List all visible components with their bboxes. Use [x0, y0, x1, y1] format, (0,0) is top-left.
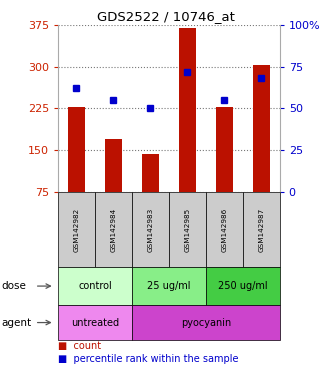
Text: GSM142983: GSM142983	[147, 207, 153, 252]
Text: GSM142987: GSM142987	[258, 207, 264, 252]
Text: GDS2522 / 10746_at: GDS2522 / 10746_at	[97, 10, 234, 23]
Text: GSM142986: GSM142986	[221, 207, 227, 252]
Text: pyocyanin: pyocyanin	[181, 318, 231, 328]
Text: agent: agent	[2, 318, 32, 328]
Bar	[105, 139, 122, 192]
Bar	[179, 28, 196, 192]
Text: ■  percentile rank within the sample: ■ percentile rank within the sample	[58, 354, 238, 364]
Bar	[68, 107, 85, 192]
Text: control: control	[78, 281, 112, 291]
Text: GSM142982: GSM142982	[73, 207, 79, 252]
Bar	[142, 154, 159, 192]
Bar	[216, 107, 233, 192]
Text: untreated: untreated	[71, 318, 119, 328]
Text: dose: dose	[2, 281, 26, 291]
Bar	[253, 65, 269, 192]
Text: 25 ug/ml: 25 ug/ml	[147, 281, 191, 291]
Text: 250 ug/ml: 250 ug/ml	[218, 281, 267, 291]
Text: GSM142984: GSM142984	[110, 207, 117, 252]
Text: ■  count: ■ count	[58, 341, 101, 351]
Text: GSM142985: GSM142985	[184, 207, 190, 252]
